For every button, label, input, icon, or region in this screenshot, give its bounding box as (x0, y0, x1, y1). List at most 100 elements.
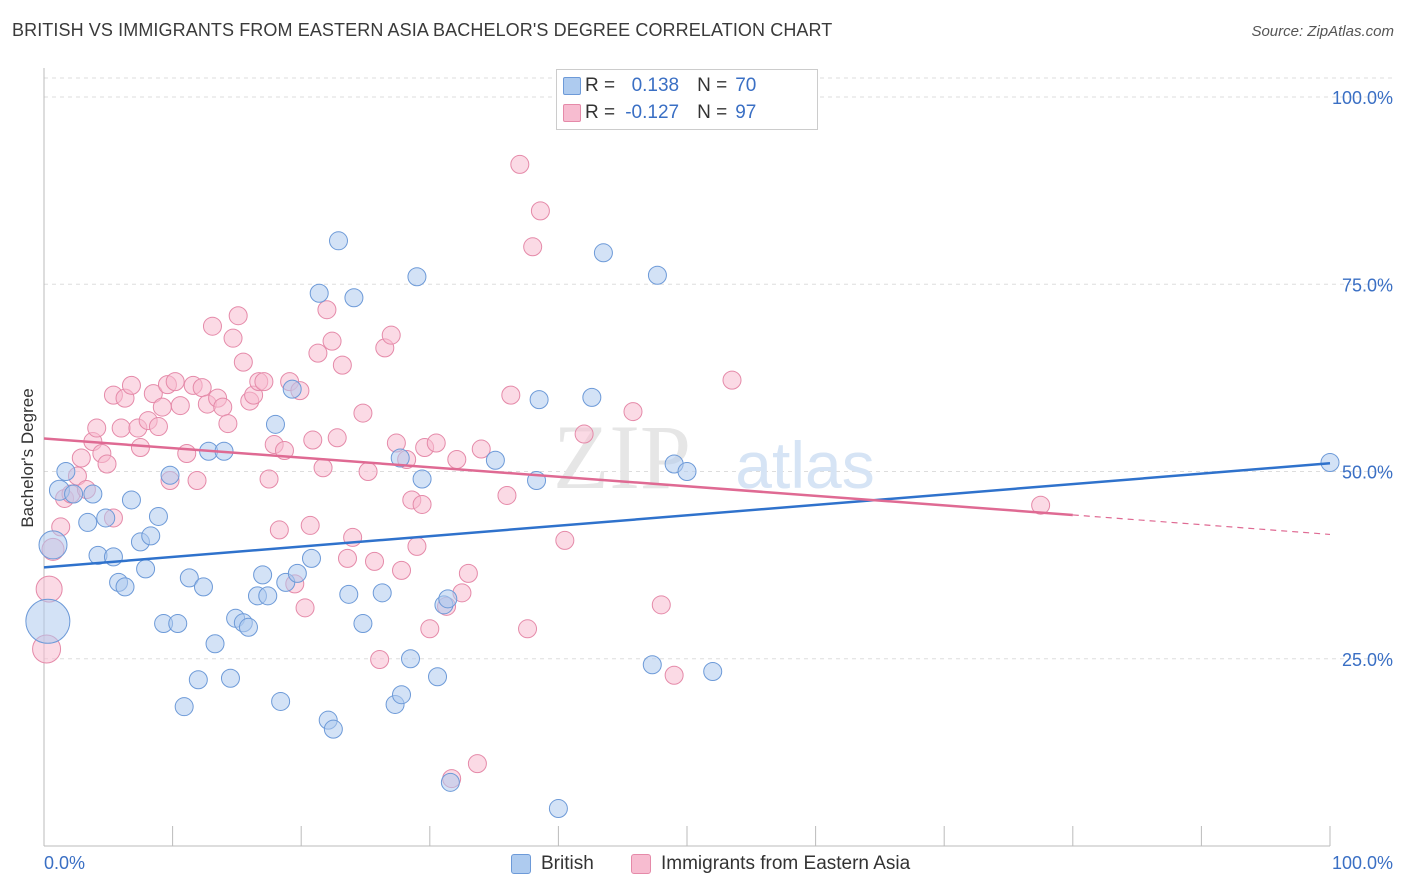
watermark-atlas: atlas (735, 428, 874, 502)
immigrants-point (187, 470, 207, 490)
british-point (96, 508, 116, 528)
watermark: ZIP atlas (553, 406, 875, 508)
british-point (136, 559, 156, 579)
immigrants-point (218, 414, 238, 434)
immigrants-point (228, 306, 248, 326)
british-point (160, 465, 180, 485)
british-point (344, 288, 364, 308)
immigrants-point (213, 397, 233, 417)
immigrants-point (192, 378, 212, 398)
immigrants-trend-extension (1072, 514, 1331, 536)
immigrants-point (317, 300, 337, 320)
british-point (372, 583, 392, 603)
immigrants-point (497, 485, 517, 505)
immigrants-point (458, 563, 478, 583)
immigrants-point (303, 430, 323, 450)
source-label: Source: ZipAtlas.com (1251, 23, 1394, 40)
british-swatch (511, 854, 531, 874)
british-point (282, 379, 302, 399)
correlation-legend: R = 0.138 N = 70 R = -0.127 N = 97 (556, 69, 818, 130)
british-point (485, 450, 505, 470)
british-point (141, 526, 161, 546)
immigrants-point (295, 598, 315, 618)
british-point (56, 462, 76, 481)
legend-n-label: N = (697, 102, 728, 123)
immigrants-point (365, 551, 385, 571)
immigrants-point (426, 433, 446, 453)
immigrants-point (353, 403, 373, 423)
immigrants-point (332, 355, 352, 375)
immigrants-point (722, 370, 742, 390)
immigrants-point (148, 417, 168, 437)
immigrants-point (447, 450, 467, 470)
immigrants-point (467, 754, 487, 774)
trend-lines (43, 437, 1331, 569)
british-point (407, 267, 427, 287)
x-tick-label: 0.0% (44, 853, 85, 873)
british-point (390, 448, 410, 468)
british-point (428, 667, 448, 687)
british-point (193, 577, 213, 597)
british-point (220, 668, 240, 688)
british-point (115, 577, 135, 597)
immigrants-point (170, 396, 190, 416)
british-point (179, 568, 199, 588)
legend-r-label: R = (585, 75, 616, 96)
british-point (703, 661, 723, 681)
legend-n-label: N = (697, 75, 728, 96)
british-point (238, 617, 258, 637)
tick-labels: 25.0% 50.0% 75.0% 100.0% 0.0% 100.0% (44, 88, 1393, 873)
british-point (1320, 453, 1340, 473)
british-point (78, 512, 98, 532)
immigrants-point (501, 385, 521, 405)
british-point (440, 772, 460, 792)
legend-row-british: R = 0.138 N = 70 (563, 74, 756, 98)
legend-r-label: R = (585, 102, 616, 123)
y-tick-label: 25.0% (1342, 650, 1393, 670)
legend-r-value: -0.127 (625, 102, 680, 123)
immigrants-point (555, 530, 575, 550)
immigrants-points (32, 154, 1051, 789)
immigrants-point (623, 402, 643, 422)
legend-r-value: 0.138 (631, 75, 680, 96)
immigrants-point (412, 494, 432, 514)
immigrants-point (121, 375, 141, 395)
british-point (548, 799, 568, 819)
british-point (647, 265, 667, 285)
immigrants-swatch (631, 854, 651, 874)
bottom-legend-british-label: British (541, 853, 594, 874)
axes (43, 68, 1331, 847)
immigrants-point (392, 560, 412, 580)
british-point (353, 614, 373, 634)
bottom-legend-british: British (511, 852, 594, 876)
immigrants-point (308, 343, 328, 363)
british-point (174, 697, 194, 717)
immigrants-point (518, 619, 538, 639)
immigrants-point (471, 439, 491, 459)
immigrants-point (407, 536, 427, 556)
immigrants-point (111, 418, 131, 438)
immigrants-point (143, 384, 163, 404)
y-tick-label: 75.0% (1342, 275, 1393, 295)
immigrants-point (97, 454, 117, 474)
immigrants-point (71, 448, 91, 468)
immigrants-point (530, 201, 550, 221)
immigrants-point (370, 649, 390, 669)
immigrants-point (381, 325, 401, 345)
immigrants-point (664, 665, 684, 685)
immigrants-point (165, 372, 185, 392)
immigrants-point (35, 575, 63, 603)
british-point (529, 390, 549, 410)
immigrants-point (152, 397, 172, 417)
y-tick-label: 100.0% (1332, 88, 1393, 108)
british-trend-line (43, 462, 1331, 569)
immigrants-point (233, 352, 253, 372)
british-point (38, 530, 68, 560)
chart-title: BRITISH VS IMMIGRANTS FROM EASTERN ASIA … (12, 20, 833, 40)
british-point (438, 589, 458, 609)
immigrants-point (177, 444, 197, 464)
british-point (309, 283, 329, 303)
immigrants-point (223, 328, 243, 348)
british-point (301, 548, 321, 568)
